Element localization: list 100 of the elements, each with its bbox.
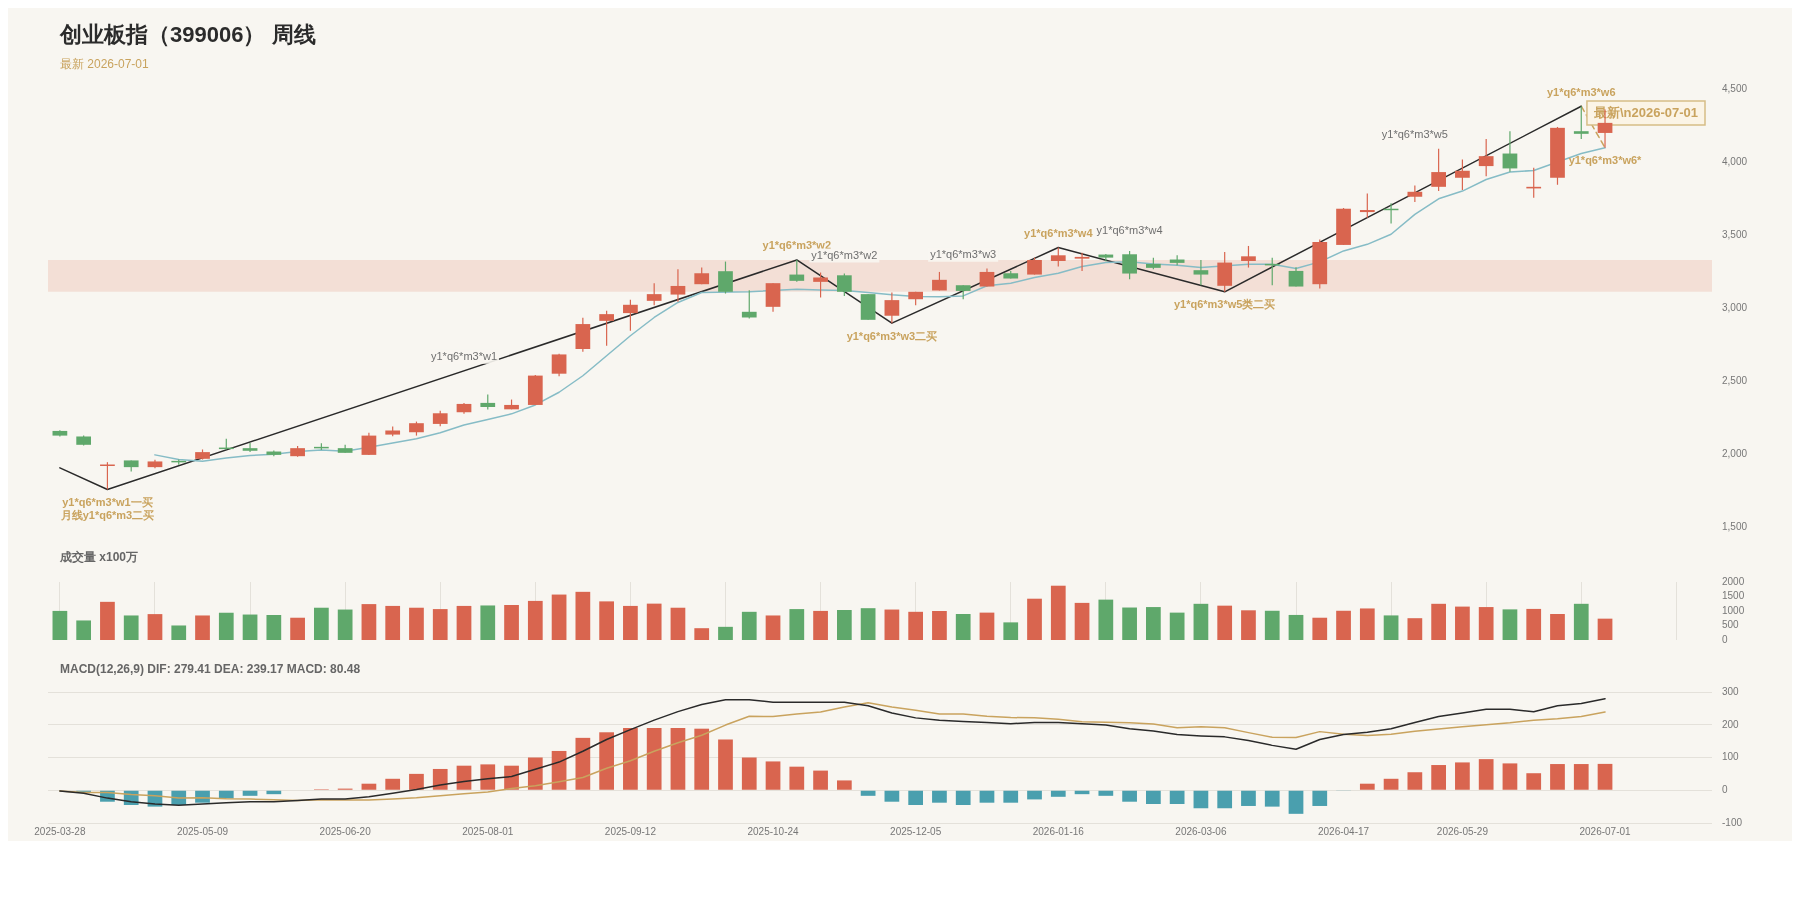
bar <box>741 611 757 640</box>
x-tick-label: 2026-04-17 <box>1317 825 1370 837</box>
candlestick <box>789 259 805 283</box>
data-label: y1*q6*m3*w6 <box>1547 85 1616 98</box>
y-tick-label: 100 <box>1722 751 1740 763</box>
bar <box>385 605 401 640</box>
x-tick-label: 2025-12-05 <box>890 825 942 837</box>
candlestick <box>1455 158 1470 191</box>
bar <box>646 728 662 790</box>
bar <box>1336 610 1351 640</box>
bar <box>123 615 139 640</box>
bar <box>884 790 900 802</box>
data-label: y1*q6*m3*w1一买 <box>62 496 153 509</box>
bar <box>504 605 519 640</box>
bar <box>314 607 329 640</box>
data-label: y1*q6*m3*w3二买 <box>846 329 938 342</box>
bar <box>741 757 757 790</box>
bar <box>765 615 781 640</box>
candlestick <box>623 299 638 332</box>
bar <box>1478 607 1494 640</box>
bar <box>432 768 448 790</box>
bar <box>361 604 377 640</box>
candlestick <box>1217 251 1233 293</box>
bar <box>1217 790 1233 809</box>
bar <box>1597 763 1613 790</box>
bar <box>1407 772 1423 790</box>
annotation: 月线y1*q6*m3二买 <box>59 509 155 522</box>
bar <box>1098 790 1114 796</box>
bar <box>242 614 258 640</box>
bar <box>1050 585 1066 640</box>
bar <box>1122 607 1137 640</box>
candlestick <box>836 272 852 297</box>
y-tick-label: 0 <box>1722 633 1728 645</box>
bar <box>670 728 686 790</box>
candlestick <box>1074 252 1090 272</box>
bar <box>1550 614 1565 640</box>
bar <box>52 610 68 640</box>
x-tick-label: 2025-08-01 <box>462 825 514 837</box>
bar <box>694 628 710 640</box>
candlestick <box>1478 138 1494 177</box>
bar <box>1502 609 1518 640</box>
bar <box>1098 599 1114 640</box>
candlestick <box>646 282 662 306</box>
y-tick-label: 300 <box>1722 685 1740 697</box>
y-tick-label: 2,000 <box>1722 447 1748 459</box>
candlestick <box>1122 250 1137 280</box>
annotation: 最新\n2026-07-01 <box>1592 104 1699 120</box>
bar <box>1573 603 1589 640</box>
bar <box>1241 610 1256 640</box>
bar <box>1146 790 1161 805</box>
y-tick-label: 0 <box>1722 784 1728 795</box>
bar <box>100 601 115 640</box>
bar <box>1526 773 1542 790</box>
bar <box>979 612 995 640</box>
bar <box>860 608 876 640</box>
x-tick-label: 2026-01-16 <box>1032 825 1085 837</box>
bar <box>646 603 662 640</box>
bar <box>195 615 210 640</box>
bar <box>1312 617 1328 640</box>
y-tick-label: 200 <box>1722 718 1740 730</box>
candlestick <box>1359 192 1375 219</box>
bar <box>1193 790 1209 809</box>
candlestick <box>813 271 828 299</box>
bar <box>789 609 805 640</box>
bar <box>290 617 305 640</box>
bar <box>813 610 828 640</box>
bar <box>908 611 924 640</box>
bar <box>1597 618 1613 640</box>
bar <box>718 739 733 790</box>
bar <box>1407 618 1423 640</box>
candlestick <box>1407 184 1423 203</box>
bar <box>1264 610 1280 640</box>
y-tick-label: 1000 <box>1722 604 1745 616</box>
y-tick-label: 3,500 <box>1722 228 1748 240</box>
bar <box>1359 783 1375 790</box>
bar <box>385 778 401 790</box>
bar <box>955 790 971 805</box>
bar <box>1169 612 1185 640</box>
bar <box>456 605 472 640</box>
bar <box>932 611 947 640</box>
bar <box>1169 790 1185 805</box>
y-tick-label: 3,000 <box>1722 301 1748 313</box>
y-tick-label: 1500 <box>1722 590 1745 602</box>
bar <box>218 612 234 640</box>
data-label: y1*q6*m3*w5类二买 <box>1173 298 1276 311</box>
bar <box>623 605 638 640</box>
bar <box>789 766 805 790</box>
candlestick <box>718 260 733 295</box>
candlestick <box>1169 254 1185 266</box>
text: y1*q6*m3*w4 <box>1096 224 1163 237</box>
candlestick <box>670 268 686 303</box>
bar <box>1526 608 1542 640</box>
bar <box>266 615 282 640</box>
bar <box>480 605 496 640</box>
x-tick-label: 2025-10-24 <box>747 825 800 837</box>
candlestick <box>1050 246 1066 268</box>
bar <box>1359 608 1375 640</box>
chart-title: 成交量 x100万 <box>59 549 140 566</box>
chart-title: 创业板指（399006） 周线 <box>58 21 317 49</box>
bar <box>836 610 852 640</box>
